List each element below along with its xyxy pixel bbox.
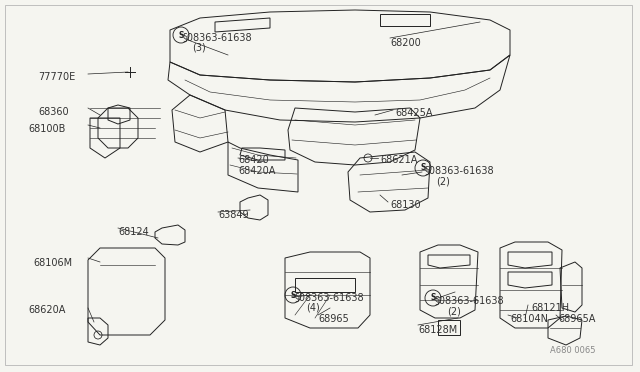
Text: (2): (2)	[436, 176, 450, 186]
Text: §08363-61638: §08363-61638	[183, 32, 253, 42]
Text: 68130: 68130	[390, 200, 420, 210]
Text: 68621A: 68621A	[380, 155, 417, 165]
Text: S: S	[291, 291, 296, 299]
Text: S: S	[179, 31, 184, 39]
Text: 68425A: 68425A	[395, 108, 433, 118]
Text: 68124: 68124	[118, 227, 148, 237]
Text: 68420: 68420	[238, 155, 269, 165]
Text: (3): (3)	[192, 43, 205, 53]
Text: §08363-61638: §08363-61638	[425, 165, 495, 175]
Text: (4): (4)	[306, 303, 320, 313]
Text: §08363-61638: §08363-61638	[435, 295, 504, 305]
Text: 68106M: 68106M	[33, 258, 72, 268]
Text: 68200: 68200	[390, 38, 420, 48]
Text: (2): (2)	[447, 306, 461, 316]
Text: 68965A: 68965A	[558, 314, 595, 324]
Text: 63849: 63849	[218, 210, 248, 220]
Text: 68420A: 68420A	[238, 166, 275, 176]
Text: 68360: 68360	[38, 107, 68, 117]
Text: 68100B: 68100B	[28, 124, 65, 134]
Text: §08363-61638: §08363-61638	[295, 292, 365, 302]
Text: A680 0065: A680 0065	[550, 346, 595, 355]
Text: 68620A: 68620A	[28, 305, 65, 315]
Text: 68965: 68965	[318, 314, 349, 324]
Text: S: S	[420, 164, 426, 173]
Text: 68121H: 68121H	[531, 303, 569, 313]
Text: 68104N: 68104N	[510, 314, 548, 324]
Text: 68128M: 68128M	[418, 325, 457, 335]
Text: S: S	[430, 294, 436, 302]
Text: 77770E: 77770E	[38, 72, 76, 82]
